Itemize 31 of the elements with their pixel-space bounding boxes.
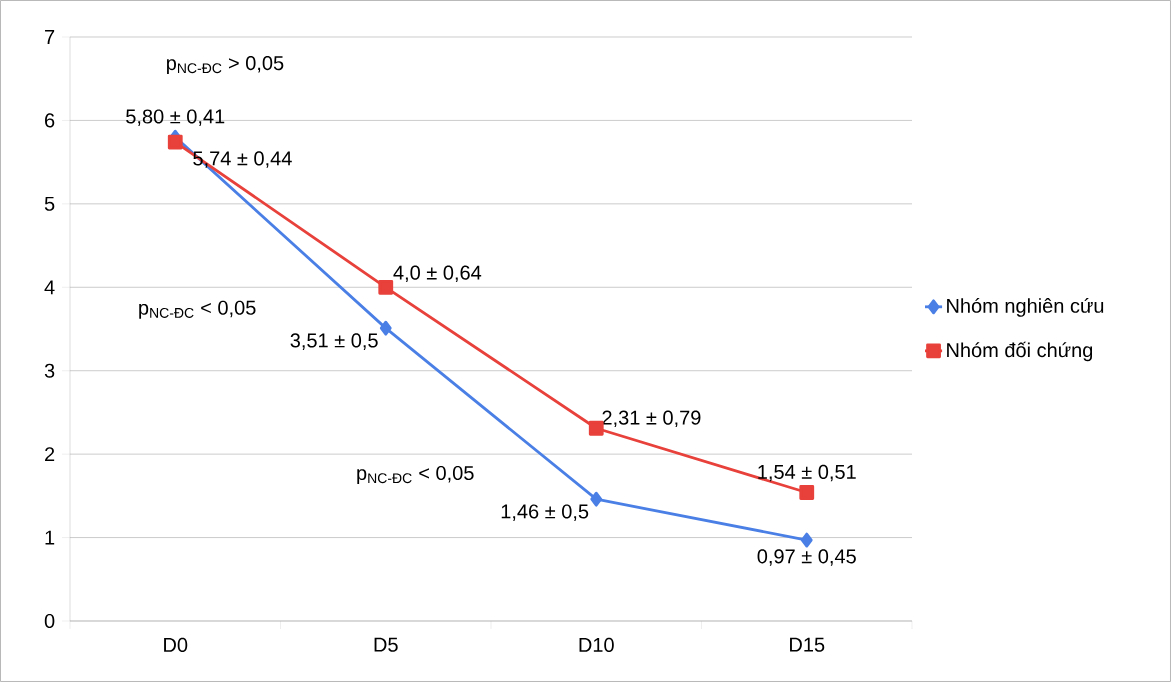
x-tick-label: D10 [579, 637, 614, 652]
point [588, 420, 604, 436]
y-tick-label: 0 [44, 613, 55, 629]
data-label: 3,51 ± 0,5 [290, 333, 378, 350]
y-tick-label: 4 [44, 280, 55, 295]
point [379, 320, 392, 336]
point [378, 279, 394, 295]
annotation: p$_{NC-ĐC}$ < 0,05 [357, 465, 474, 485]
x-tick-label: D15 [790, 637, 825, 652]
x-tick-label: D0 [164, 637, 188, 652]
y-tick-label: 1 [45, 530, 55, 545]
data-label: 0,97 ± 0,45 [757, 549, 856, 566]
annotation: p$_{NC-ĐC}$ > 0,05 [167, 55, 284, 75]
point [799, 485, 815, 500]
y-tick-label: 2 [45, 447, 55, 462]
data-label: 1,54 ± 0,51 [758, 464, 856, 482]
data-label: 5,80 ± 0,41 [126, 109, 225, 126]
x-tick-label: D5 [374, 637, 398, 652]
y-tick-label: 5 [44, 196, 55, 211]
legend-label: Nhóm nghiên cứu [947, 297, 1104, 317]
data-label: 2,31 ± 0,79 [602, 410, 701, 428]
point [800, 532, 813, 548]
annotation: p$_{NC-ĐC}$ < 0,05 [139, 300, 256, 319]
point [167, 134, 183, 150]
y-tick-label: 6 [45, 113, 55, 128]
legend-label: Nhóm đối chứng [947, 341, 1093, 362]
y-tick-label: 3 [44, 363, 55, 378]
y-tick-label: 7 [45, 30, 55, 44]
point [590, 491, 603, 507]
data-label: 1,46 ± 0,5 [501, 504, 589, 521]
data-label: 4,0 ± 0,64 [393, 265, 482, 283]
